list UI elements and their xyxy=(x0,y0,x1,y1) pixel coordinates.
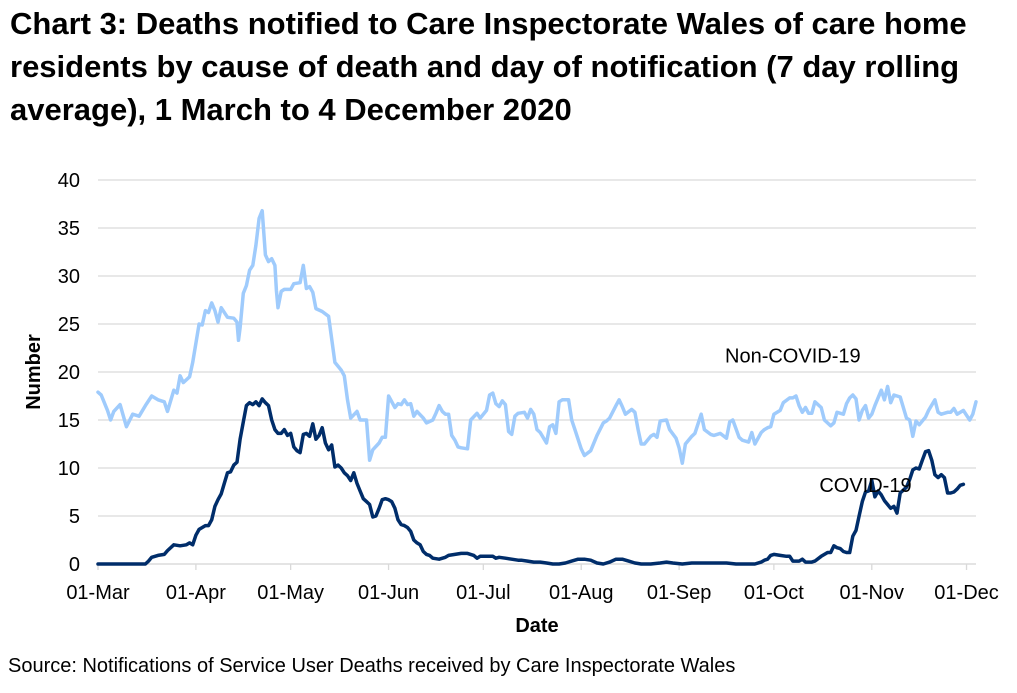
y-tick-label: 20 xyxy=(58,362,80,384)
x-axis-ticks xyxy=(97,563,976,570)
x-tick-label: 01-May xyxy=(257,582,324,604)
x-tick-label: 01-Dec xyxy=(934,582,998,604)
x-tick-label: 01-Sep xyxy=(647,582,712,604)
x-tick-label: 01-Jun xyxy=(358,582,419,604)
chart-title: Chart 3: Deaths notified to Care Inspect… xyxy=(10,6,967,127)
source-note: Source: Notifications of Service User De… xyxy=(8,655,736,677)
x-axis-tick-labels: 01-Mar 01-Apr 01-May 01-Jun 01-Jul 01-Aug 01-S… xyxy=(66,582,998,604)
series-labels: Non-COVID-19 COVID-19 xyxy=(725,345,912,497)
x-tick-label: 01-Nov xyxy=(840,582,904,604)
y-tick-label: 30 xyxy=(58,266,80,288)
x-tick-label: 01-Mar xyxy=(66,582,130,604)
y-axis-title: Number xyxy=(23,334,45,410)
x-tick-label: 01-Apr xyxy=(166,582,226,604)
series-lines xyxy=(96,208,978,566)
series-label-covid-19: COVID-19 xyxy=(819,475,911,497)
y-tick-label: 5 xyxy=(69,506,80,528)
x-tick-label: 01-Jul xyxy=(456,582,510,604)
y-tick-label: 35 xyxy=(58,218,80,240)
y-tick-label: 25 xyxy=(58,314,80,336)
x-axis-title: Date xyxy=(515,615,558,637)
y-axis-tick-labels: 0 5 10 15 20 25 30 35 40 xyxy=(58,170,80,576)
x-tick-label: 01-Aug xyxy=(549,582,614,604)
gridlines xyxy=(98,179,976,565)
series-line-covid-19 xyxy=(96,397,966,566)
y-tick-label: 0 xyxy=(69,554,80,576)
x-tick-label: 01-Oct xyxy=(744,582,804,604)
series-label-non-covid-19: Non-COVID-19 xyxy=(725,345,861,367)
series-line-non-covid-19 xyxy=(96,208,978,465)
y-tick-label: 10 xyxy=(58,458,80,480)
y-tick-label: 15 xyxy=(58,410,80,432)
y-tick-label: 40 xyxy=(58,170,80,192)
